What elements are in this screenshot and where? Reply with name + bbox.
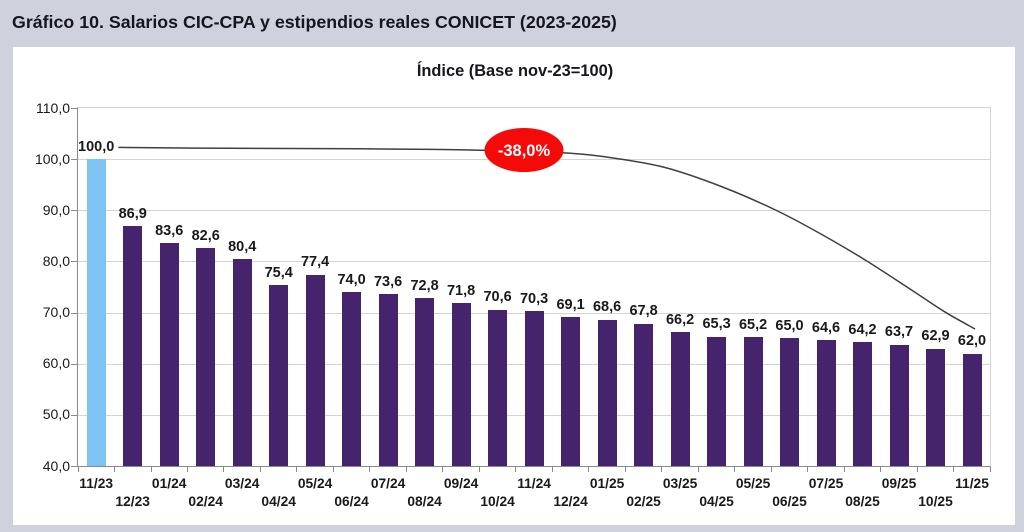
svg-text:-38,0%: -38,0%	[498, 142, 551, 160]
